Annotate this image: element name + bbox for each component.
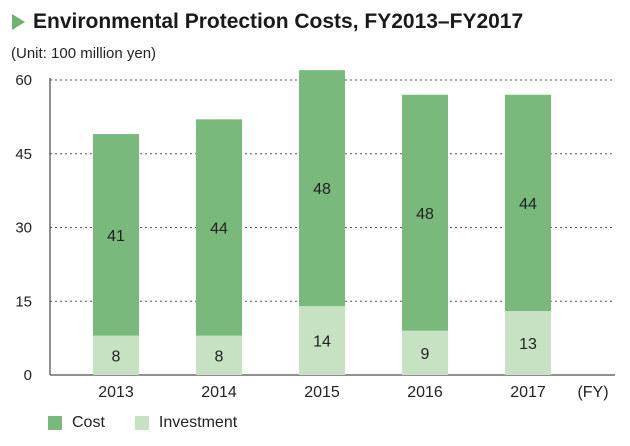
bar-cost — [402, 94, 448, 331]
legend-swatch-cost — [48, 416, 62, 430]
bar-cost — [299, 70, 345, 307]
bar-investment — [505, 311, 551, 375]
legend-swatch-investment — [134, 416, 149, 430]
data-label-investment: 9 — [421, 346, 430, 363]
x-tick-label: 2015 — [304, 384, 340, 401]
bar-investment — [196, 335, 242, 375]
x-unit-label: (FY) — [577, 384, 608, 401]
y-tick-label: 0 — [24, 367, 32, 384]
x-tick-label: 2014 — [201, 384, 237, 401]
legend-label-investment: Investment — [158, 414, 238, 431]
bar-cost — [505, 94, 551, 312]
data-label-cost: 44 — [210, 221, 228, 238]
y-tick-label: 15 — [15, 293, 32, 310]
bar-investment — [402, 330, 448, 375]
legend-item-cost: Cost — [48, 414, 105, 432]
data-label-cost: 44 — [519, 196, 537, 213]
legend: Cost Investment — [48, 414, 267, 432]
chart-title-row: Environmental Protection Costs, FY2013–F… — [12, 8, 523, 36]
x-tick-label: 2017 — [510, 384, 546, 401]
y-tick-label: 45 — [15, 146, 32, 163]
bar-investment — [299, 306, 345, 375]
bar-cost — [196, 119, 242, 336]
data-label-investment: 13 — [519, 336, 537, 353]
y-tick-label: 30 — [15, 220, 32, 237]
bar-investment — [93, 335, 139, 375]
chart-title: Environmental Protection Costs, FY2013–F… — [33, 10, 524, 33]
unit-label: (Unit: 100 million yen) — [11, 45, 157, 62]
title-triangle-icon — [12, 14, 25, 30]
data-label-cost: 41 — [107, 228, 125, 245]
y-tick-label: 60 — [15, 72, 32, 89]
bar-cost — [93, 134, 139, 336]
x-tick-label: 2013 — [98, 384, 134, 401]
data-label-investment: 8 — [112, 348, 121, 365]
data-label-investment: 8 — [215, 348, 224, 365]
x-tick-label: 2016 — [407, 384, 443, 401]
data-label-cost: 48 — [313, 181, 331, 198]
legend-label-cost: Cost — [72, 414, 105, 431]
data-label-investment: 14 — [313, 334, 331, 351]
data-label-cost: 48 — [416, 206, 434, 223]
legend-item-investment: Investment — [134, 414, 238, 432]
